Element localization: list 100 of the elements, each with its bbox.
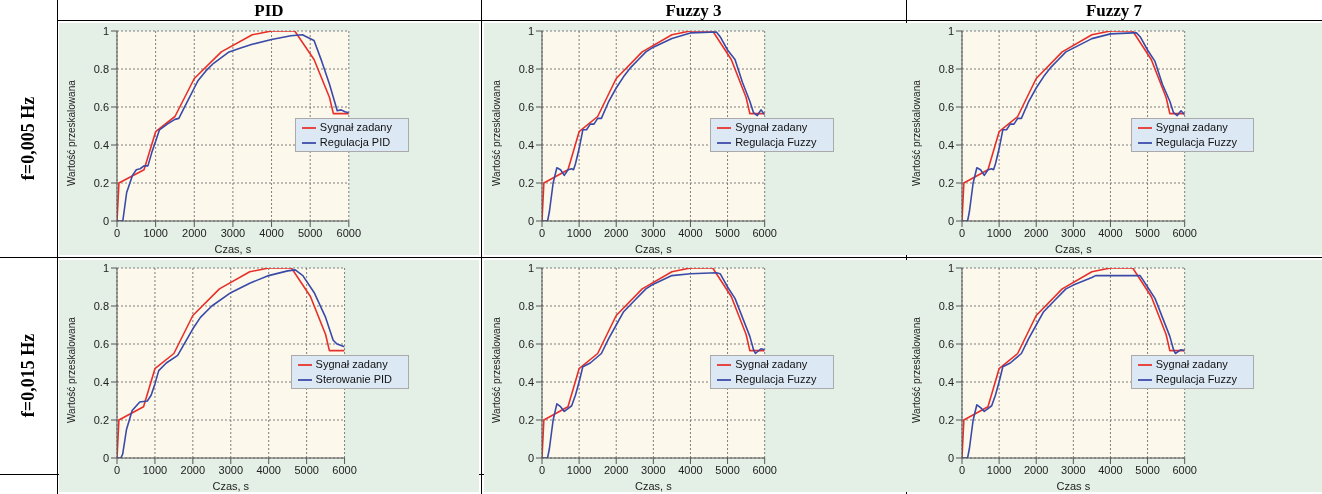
x-tick-label: 3000 [218, 463, 244, 476]
legend-label: Sygnał zadany [1155, 358, 1228, 370]
y-tick-label: 0.8 [93, 299, 109, 312]
y-tick-label: 0.4 [938, 375, 954, 388]
x-tick-label: 3000 [640, 226, 666, 239]
y-tick-label: 0.4 [93, 138, 109, 151]
x-tick-label: 5000 [1135, 226, 1160, 239]
y-tick-label: 0.2 [93, 176, 109, 189]
x-tick-label: 0 [538, 463, 545, 476]
x-tick-label: 3000 [1061, 226, 1086, 239]
y-tick-label: 0.2 [518, 176, 534, 189]
x-tick-label: 0 [958, 226, 966, 239]
x-tick-label: 2000 [603, 463, 628, 476]
y-tick-label: 0.8 [518, 299, 534, 312]
y-tick-label: 0.8 [518, 62, 534, 75]
text: f=0,005 Hz [18, 96, 39, 181]
y-tick-label: 0.4 [518, 138, 534, 151]
x-tick-label: 1000 [566, 463, 591, 476]
legend-label: Sygnał zadany [735, 358, 808, 370]
x-tick-label: 4000 [1098, 463, 1123, 476]
y-tick-label: 0.6 [938, 100, 954, 113]
y-tick-label: 0 [947, 214, 954, 227]
y-tick-label: 0.6 [93, 100, 109, 113]
x-axis-title: Czas, s [634, 243, 672, 255]
x-tick-label: 5000 [297, 226, 323, 239]
x-tick-label: 6000 [336, 226, 362, 239]
y-tick-label: 0 [527, 451, 534, 464]
x-tick-label: 5000 [1135, 463, 1160, 476]
y-axis-title: Wartość przeskalowana [910, 79, 922, 186]
y-tick-label: 1 [527, 24, 534, 37]
legend-label: Regulacja Fuzzy [1155, 136, 1237, 149]
y-axis-title: Wartość przeskalowana [910, 316, 922, 423]
y-tick-label: 0.2 [938, 413, 954, 426]
x-tick-label: 1000 [986, 463, 1012, 476]
y-tick-label: 0.2 [93, 413, 109, 426]
y-tick-label: 0.4 [93, 375, 109, 388]
legend-label: Regulacja Fuzzy [1155, 373, 1237, 386]
y-axis-title: Wartość przeskalowana [65, 316, 77, 423]
y-tick-label: 0.8 [93, 62, 109, 75]
x-tick-label: 4000 [1098, 226, 1123, 239]
x-tick-label: 2000 [1023, 463, 1049, 476]
x-tick-label: 4000 [259, 226, 284, 239]
y-tick-label: 0.6 [938, 337, 954, 350]
x-axis-title: Czas, s [1054, 243, 1093, 255]
x-tick-label: 6000 [751, 463, 777, 476]
legend-label: Sygnał zadany [319, 121, 392, 133]
x-tick-label: 2000 [603, 226, 628, 239]
x-tick-label: 4000 [677, 226, 703, 239]
x-tick-label: 2000 [1023, 226, 1049, 239]
x-axis-title: Czas, s [214, 243, 252, 255]
y-tick-label: 0 [527, 214, 534, 227]
x-tick-label: 6000 [1172, 226, 1197, 239]
y-tick-label: 0 [102, 451, 109, 464]
x-tick-label: 6000 [751, 226, 777, 239]
x-axis-title: Czas, s [634, 480, 672, 492]
y-tick-label: 1 [947, 24, 954, 37]
x-tick-label: 5000 [714, 226, 740, 239]
x-axis-title: Czas s [1056, 480, 1091, 492]
x-tick-label: 4000 [256, 463, 281, 476]
y-tick-label: 0.4 [938, 138, 954, 151]
x-tick-label: 5000 [714, 463, 740, 476]
legend-label: Sygnał zadany [1155, 121, 1228, 133]
y-axis-title: Wartość przeskalowana [490, 79, 502, 186]
x-tick-label: 5000 [294, 463, 319, 476]
x-tick-label: 1000 [566, 226, 591, 239]
x-tick-label: 3000 [1061, 463, 1086, 476]
y-tick-label: 1 [527, 261, 534, 274]
y-tick-label: 0 [102, 214, 109, 227]
chart-title: Fuzzy 7 [1084, 1, 1144, 21]
y-tick-label: 0 [947, 451, 954, 464]
y-tick-label: 0.8 [938, 62, 954, 75]
x-tick-label: 0 [113, 226, 121, 239]
legend-label: Sygnał zadany [735, 121, 808, 133]
y-tick-label: 1 [102, 261, 109, 274]
x-tick-label: 1000 [986, 226, 1012, 239]
x-tick-label: 6000 [332, 463, 357, 476]
y-axis-title: Wartość przeskalowana [490, 316, 502, 423]
y-tick-label: 0.6 [518, 337, 534, 350]
x-tick-label: 1000 [142, 463, 168, 476]
y-axis-title: Wartość przeskalowana [65, 79, 77, 186]
legend-label: Regulacja Fuzzy [735, 136, 817, 149]
y-tick-label: 0.6 [518, 100, 534, 113]
x-tick-label: 6000 [1172, 463, 1197, 476]
x-tick-label: 0 [113, 463, 121, 476]
y-tick-label: 0.8 [938, 299, 954, 312]
x-tick-label: 1000 [143, 226, 168, 239]
legend-label: Regulacja Fuzzy [735, 373, 817, 386]
chart-title: PID [253, 1, 285, 21]
legend-label: Regulacja PID [319, 136, 391, 149]
x-tick-label: 2000 [180, 463, 206, 476]
chart-title: Fuzzy 3 [664, 1, 723, 21]
legend-label: Sygnał zadany [315, 358, 388, 370]
legend-label: Sterowanie PID [315, 373, 392, 386]
x-tick-label: 3000 [640, 463, 666, 476]
x-tick-label: 0 [538, 226, 545, 239]
x-tick-label: 0 [958, 463, 966, 476]
x-axis-title: Czas, s [212, 480, 250, 492]
y-tick-label: 0.4 [518, 375, 534, 388]
y-tick-label: 1 [102, 24, 109, 37]
y-tick-label: 0.6 [93, 337, 109, 350]
